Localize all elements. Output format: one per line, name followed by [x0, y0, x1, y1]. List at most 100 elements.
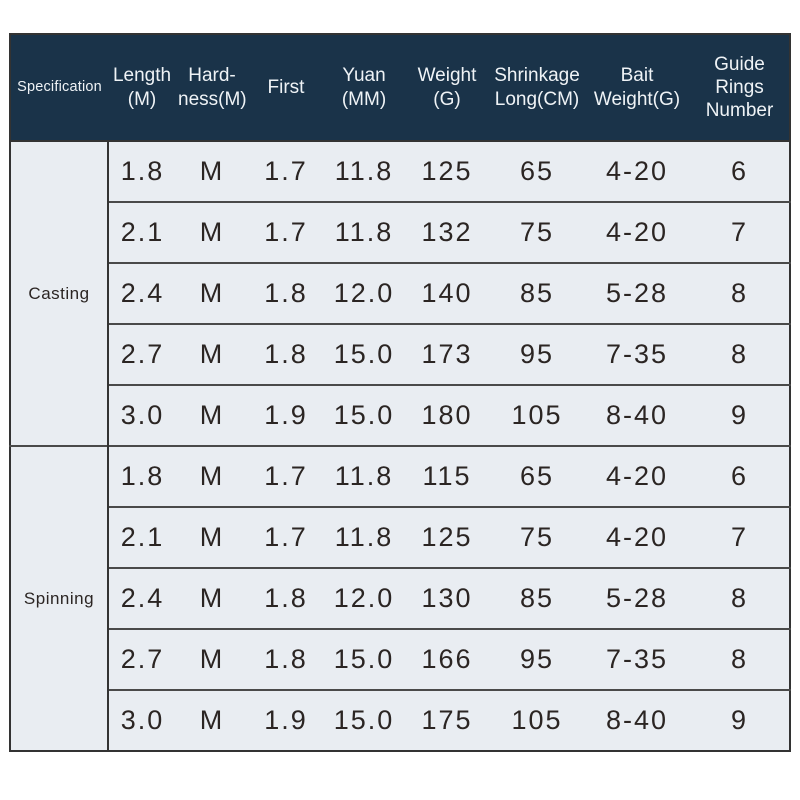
table-cell-first: 1.7 — [248, 201, 324, 263]
table-cell-first: 1.8 — [248, 567, 324, 629]
column-header-yuan: Yuan (MM) — [324, 34, 404, 142]
table-header: Specification Length (M) Hard- ness(M) Firs… — [10, 34, 790, 142]
section-spinning: Spinning 1.8 M 1.7 11.8 115 65 4-20 6 2.1 M 1.7 11.8… — [10, 445, 790, 751]
table-cell-guide-rings: 8 — [690, 628, 790, 690]
table-cell-length: 2.7 — [108, 628, 176, 690]
section-label-spinning: Spinning — [10, 445, 109, 751]
table-cell-weight: 125 — [404, 141, 490, 202]
column-header-bait-weight: Bait Weight(G) — [584, 34, 690, 142]
table-cell-shrinkage: 105 — [490, 384, 584, 446]
table-cell-hardness: M — [176, 141, 248, 202]
column-header-hardness: Hard- ness(M) — [176, 34, 248, 142]
table-cell-length: 2.7 — [108, 323, 176, 385]
table-cell-hardness: M — [176, 689, 248, 751]
table-cell-shrinkage: 95 — [490, 628, 584, 690]
table-cell-weight: 140 — [404, 262, 490, 324]
table-row: 2.7 M 1.8 15.0 173 95 7-35 8 — [10, 323, 790, 385]
table-cell-length: 2.4 — [108, 262, 176, 324]
table-cell-guide-rings: 6 — [690, 445, 790, 507]
table-cell-yuan: 11.8 — [324, 201, 404, 263]
table-cell-length: 2.4 — [108, 567, 176, 629]
table-row: 3.0 M 1.9 15.0 180 105 8-40 9 — [10, 384, 790, 446]
table-cell-shrinkage: 75 — [490, 506, 584, 568]
table-cell-bait-weight: 8-40 — [584, 689, 690, 751]
table-cell-weight: 115 — [404, 445, 490, 507]
table-cell-yuan: 11.8 — [324, 445, 404, 507]
table-cell-first: 1.7 — [248, 141, 324, 202]
table-cell-length: 1.8 — [108, 141, 176, 202]
table-cell-guide-rings: 7 — [690, 201, 790, 263]
table-cell-hardness: M — [176, 628, 248, 690]
column-header-first: First — [248, 34, 324, 142]
header-row: Specification Length (M) Hard- ness(M) Firs… — [10, 34, 790, 142]
table-cell-first: 1.9 — [248, 689, 324, 751]
table-cell-bait-weight: 4-20 — [584, 201, 690, 263]
table-cell-yuan: 15.0 — [324, 628, 404, 690]
table-cell-weight: 180 — [404, 384, 490, 446]
column-header-specification: Specification — [10, 34, 108, 142]
column-header-shrinkage: Shrinkage Long(CM) — [490, 34, 584, 142]
table-cell-length: 3.0 — [108, 384, 176, 446]
table-cell-bait-weight: 5-28 — [584, 262, 690, 324]
table-cell-yuan: 15.0 — [324, 689, 404, 751]
column-header-guide-rings: Guide Rings Number — [690, 34, 790, 142]
table-cell-bait-weight: 4-20 — [584, 506, 690, 568]
table-cell-shrinkage: 95 — [490, 323, 584, 385]
table-cell-guide-rings: 9 — [690, 384, 790, 446]
table-cell-length: 2.1 — [108, 506, 176, 568]
table-cell-hardness: M — [176, 445, 248, 507]
table-cell-first: 1.8 — [248, 262, 324, 324]
table-cell-yuan: 12.0 — [324, 262, 404, 324]
table-cell-weight: 175 — [404, 689, 490, 751]
table-cell-length: 3.0 — [108, 689, 176, 751]
table-cell-guide-rings: 8 — [690, 323, 790, 385]
table-cell-shrinkage: 105 — [490, 689, 584, 751]
table-cell-shrinkage: 75 — [490, 201, 584, 263]
table-cell-bait-weight: 7-35 — [584, 323, 690, 385]
table-row: 2.4 M 1.8 12.0 130 85 5-28 8 — [10, 567, 790, 629]
table-cell-first: 1.7 — [248, 506, 324, 568]
table-cell-bait-weight: 8-40 — [584, 384, 690, 446]
spec-table: Specification Length (M) Hard- ness(M) Firs… — [9, 33, 791, 752]
table-cell-shrinkage: 65 — [490, 445, 584, 507]
section-label-casting: Casting — [10, 141, 109, 446]
table-cell-weight: 166 — [404, 628, 490, 690]
table-cell-weight: 125 — [404, 506, 490, 568]
table-cell-guide-rings: 9 — [690, 689, 790, 751]
table-cell-guide-rings: 6 — [690, 141, 790, 202]
table-cell-first: 1.7 — [248, 445, 324, 507]
table-cell-bait-weight: 4-20 — [584, 141, 690, 202]
specification-table-image: Specification Length (M) Hard- ness(M) Firs… — [9, 33, 791, 752]
table-cell-yuan: 11.8 — [324, 141, 404, 202]
table-cell-yuan: 11.8 — [324, 506, 404, 568]
column-header-length: Length (M) — [108, 34, 176, 142]
table-cell-hardness: M — [176, 384, 248, 446]
table-cell-length: 1.8 — [108, 445, 176, 507]
table-row: 2.7 M 1.8 15.0 166 95 7-35 8 — [10, 628, 790, 690]
table-cell-hardness: M — [176, 323, 248, 385]
section-casting: Casting 1.8 M 1.7 11.8 125 65 4-20 6 2.1 M 1.7 11.8 1… — [10, 141, 790, 446]
column-header-weight: Weight (G) — [404, 34, 490, 142]
table-cell-first: 1.9 — [248, 384, 324, 446]
table-cell-shrinkage: 65 — [490, 141, 584, 202]
table-cell-length: 2.1 — [108, 201, 176, 263]
table-cell-weight: 130 — [404, 567, 490, 629]
table-row: 2.1 M 1.7 11.8 132 75 4-20 7 — [10, 201, 790, 263]
table-row: 2.1 M 1.7 11.8 125 75 4-20 7 — [10, 506, 790, 568]
table-cell-bait-weight: 5-28 — [584, 567, 690, 629]
table-cell-hardness: M — [176, 201, 248, 263]
table-cell-first: 1.8 — [248, 628, 324, 690]
table-cell-guide-rings: 7 — [690, 506, 790, 568]
table-cell-yuan: 12.0 — [324, 567, 404, 629]
table-row: 2.4 M 1.8 12.0 140 85 5-28 8 — [10, 262, 790, 324]
table-cell-bait-weight: 7-35 — [584, 628, 690, 690]
table-row: Spinning 1.8 M 1.7 11.8 115 65 4-20 6 — [10, 445, 790, 751]
table-row: Casting 1.8 M 1.7 11.8 125 65 4-20 6 — [10, 141, 790, 446]
table-cell-shrinkage: 85 — [490, 262, 584, 324]
table-cell-guide-rings: 8 — [690, 262, 790, 324]
table-cell-hardness: M — [176, 262, 248, 324]
table-cell-bait-weight: 4-20 — [584, 445, 690, 507]
table-cell-hardness: M — [176, 506, 248, 568]
table-cell-guide-rings: 8 — [690, 567, 790, 629]
table-cell-hardness: M — [176, 567, 248, 629]
